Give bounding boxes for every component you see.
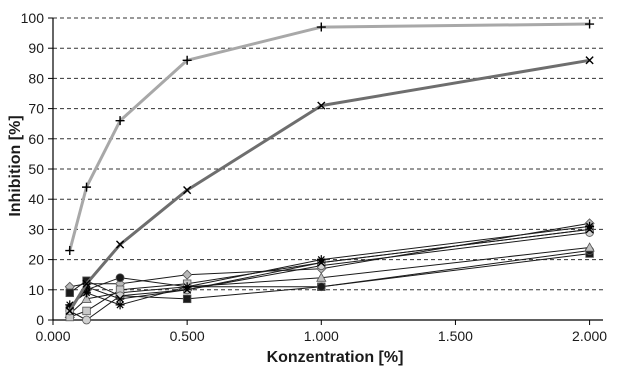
x-tick-label-3: 1.500 [438, 328, 473, 344]
series-8-line [69, 231, 590, 321]
series-5-point-5 [316, 282, 326, 292]
series-5-point-3 [115, 273, 125, 283]
x-tick-label-2: 1.000 [304, 328, 339, 344]
series-8 [65, 228, 594, 325]
series-6-point-6 [584, 242, 595, 252]
series-9-point-1 [65, 300, 75, 310]
series-1-point-2 [82, 182, 92, 192]
y-tick-label-2: 20 [28, 252, 44, 268]
series-9 [65, 221, 595, 310]
series-1-point-4 [182, 55, 192, 65]
series-4 [65, 249, 594, 304]
series-1-point-3 [115, 116, 125, 126]
series-2-point-5 [317, 101, 326, 110]
y-axis-title: Inhibition [%] [7, 115, 24, 216]
tick-labels: 0 10 20 30 40 50 60 70 80 90 100 0.000 0.500 1.000 1.5… [21, 10, 608, 344]
y-tick-label-10: 100 [21, 10, 45, 26]
series-9-point-6 [585, 221, 595, 231]
y-tick-label-5: 50 [28, 161, 44, 177]
series-2 [65, 56, 594, 316]
series-4-line [69, 253, 590, 300]
y-tick-label-8: 80 [28, 70, 44, 86]
series-1-point-1 [65, 246, 75, 256]
series-1 [65, 19, 595, 256]
series-9-point-5 [316, 255, 326, 265]
series-10-point-4 [183, 285, 192, 294]
series-4-point-4 [182, 294, 192, 304]
series-10-point-5 [317, 258, 326, 267]
series [64, 19, 595, 325]
series-3-point-4 [182, 269, 193, 280]
y-tick-label-7: 70 [28, 101, 44, 117]
series-9-point-4 [182, 282, 192, 292]
series-7 [65, 225, 594, 322]
series-2-point-6 [585, 56, 594, 65]
series-1-line [68, 22, 590, 251]
series-6-point-5 [316, 272, 327, 282]
y-tick-label-3: 30 [28, 221, 44, 237]
x-tick-label-4: 2.000 [572, 328, 607, 344]
series-7-point-2 [82, 306, 91, 316]
series-1-point-5 [316, 22, 326, 32]
series-6-point-2 [81, 293, 92, 303]
series-6-line [69, 247, 590, 315]
y-tick-label-1: 10 [28, 282, 44, 298]
x-tick-label-1: 0.500 [170, 328, 205, 344]
y-tick-label-9: 90 [28, 40, 44, 56]
series-4-point-1 [65, 288, 74, 298]
x-axis-title: Konzentration [%] [267, 349, 404, 366]
series-2-point-4 [183, 186, 192, 195]
y-tick-label-6: 60 [28, 131, 44, 147]
axes [48, 17, 603, 325]
grid [53, 17, 603, 291]
y-tick-label-0: 0 [36, 312, 44, 328]
series-1-point-6 [585, 19, 595, 29]
series-8-point-2 [82, 315, 91, 325]
series-2-line [68, 58, 590, 312]
series-2-point-3 [115, 240, 125, 249]
series-2-point-2 [82, 279, 91, 288]
series-3-line [69, 222, 590, 288]
series-10-point-3 [115, 294, 125, 303]
x-tick-label-0: 0.000 [35, 328, 70, 344]
series-9-point-3 [115, 300, 125, 310]
series-10 [65, 225, 594, 316]
series-10-point-6 [585, 225, 594, 234]
series-9-point-2 [82, 288, 92, 298]
series-2-point-1 [65, 306, 74, 316]
y-tick-label-4: 40 [28, 191, 44, 207]
